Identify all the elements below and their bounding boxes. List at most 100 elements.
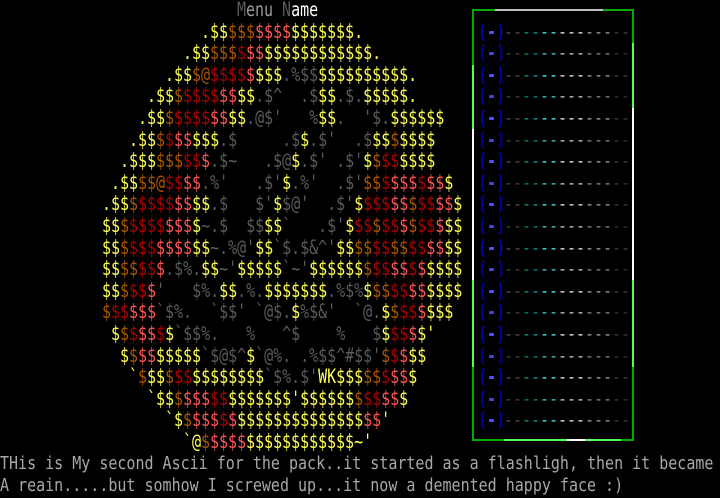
bar-dash: - <box>612 87 622 106</box>
bar-dash: - <box>540 22 550 41</box>
bar-dash: - <box>558 389 568 408</box>
menu-item[interactable]: (-) -------------- <box>478 257 630 281</box>
menu-item[interactable]: (-) -------------- <box>478 322 630 346</box>
menu-item[interactable]: (-) -------------- <box>478 278 630 302</box>
art-segment: $ <box>129 343 139 367</box>
menu-item-bar: -------------- <box>504 216 630 238</box>
bar-dash: - <box>594 195 604 214</box>
bar-dash: - <box>576 195 586 214</box>
menu-item[interactable]: (-) -------------- <box>478 41 630 65</box>
menu-item[interactable]: (-) -------------- <box>478 214 630 238</box>
art-segment: $$$ <box>129 300 157 324</box>
art-segment: $ <box>363 257 373 281</box>
art-segment: $ <box>435 214 445 238</box>
art-segment: $ <box>129 322 139 346</box>
bar-dash: - <box>576 260 586 279</box>
art-segment: $ <box>129 192 139 216</box>
panel-border <box>472 280 474 367</box>
art-segment: .%. <box>237 279 265 303</box>
bar-dash: - <box>612 303 622 322</box>
art-segment: $$@ <box>138 171 166 195</box>
bar-dash: - <box>540 44 550 63</box>
art-segment: ` <box>129 365 139 389</box>
bar-dash: - <box>567 346 577 365</box>
menu-item[interactable]: (-) -------------- <box>478 192 630 216</box>
art-segment: ~.%@' <box>210 235 256 259</box>
art-row: .$$$$$$$$$$$.$ $'$$@' .$'$$$$$$$$$$$$ <box>102 191 462 219</box>
art-segment: $ <box>345 214 355 238</box>
bar-dash: - <box>549 65 559 84</box>
art-segment: ame <box>291 0 319 22</box>
menu-item[interactable]: (-) -------------- <box>478 62 630 86</box>
art-segment: $ <box>120 322 130 346</box>
menu-item[interactable]: (-) -------------- <box>478 408 630 432</box>
menu-item[interactable]: (-) -------------- <box>478 127 630 151</box>
art-segment: $$ <box>354 235 373 259</box>
bar-dash: - <box>504 238 514 257</box>
art-segment: .$' <box>336 149 364 173</box>
bar-dash: - <box>531 130 541 149</box>
menu-item[interactable]: (-) -------------- <box>478 19 630 43</box>
art-segment: $$$$ <box>129 214 166 238</box>
art-segment: .%$% <box>327 279 364 303</box>
menu-item-marker: (-) <box>478 83 506 109</box>
menu-item-marker: (-) <box>478 407 506 433</box>
bar-dash: - <box>513 22 523 41</box>
art-segment: $ <box>156 322 166 346</box>
bar-dash: - <box>549 109 559 127</box>
art-segment: $$ <box>102 279 121 303</box>
bar-dash: - <box>522 109 532 127</box>
menu-item[interactable]: (-) -------------- <box>478 235 630 259</box>
menu-item[interactable]: (-) -------------- <box>478 84 630 108</box>
bar-dash: - <box>531 22 541 41</box>
menu-item-bar: -------------- <box>504 22 630 44</box>
menu-item-bar: -------------- <box>504 259 630 281</box>
bar-dash: - <box>540 130 550 149</box>
menu-item[interactable]: (-) -------------- <box>478 300 630 324</box>
bar-dash: - <box>567 389 577 408</box>
menu-item[interactable]: (-) -------------- <box>478 170 630 194</box>
art-segment: $$$$$$$$ <box>192 365 265 389</box>
art-segment: .$$ <box>165 63 193 87</box>
menu-item[interactable]: (-) -------------- <box>478 386 630 410</box>
art-segment: $ <box>237 41 247 65</box>
bar-dash: - <box>504 325 514 343</box>
menu-item[interactable]: (-) -------------- <box>478 106 630 130</box>
art-segment: .$$ <box>183 41 211 65</box>
bar-dash: - <box>513 281 523 300</box>
art-segment: $ <box>174 387 184 411</box>
menu-item-marker: (-) <box>478 321 506 346</box>
bar-dash: - <box>549 346 559 365</box>
bar-dash: - <box>513 411 523 430</box>
menu-item[interactable]: (-) -------------- <box>478 343 630 367</box>
bar-dash: - <box>585 346 595 365</box>
bar-dash: - <box>576 217 586 235</box>
bar-dash: - <box>621 173 631 192</box>
bar-dash: - <box>603 195 613 214</box>
art-segment: $ <box>120 235 130 259</box>
panel-border <box>472 367 474 441</box>
art-row: $$$$$$$.$%.$$~'$$$$$`~'$$$$$$$$$$$$$$$$$ <box>102 256 462 284</box>
art-row: `@$$$$$$$$$$$$$$$$$~' <box>183 429 372 457</box>
art-segment: $ <box>291 300 301 324</box>
panel-border <box>632 108 634 280</box>
menu-title: Menu Name <box>237 0 318 25</box>
bar-dash: - <box>603 389 613 408</box>
art-segment: $$$$$$$ <box>264 279 328 303</box>
bar-dash: - <box>594 152 604 171</box>
menu-item[interactable]: (-) -------------- <box>478 149 630 173</box>
menu-item-bar: -------------- <box>504 86 630 108</box>
art-segment: $$ <box>363 171 382 195</box>
bar-dash: - <box>522 87 532 106</box>
art-segment: $$$$ <box>138 192 175 216</box>
bar-dash: - <box>594 130 604 149</box>
art-segment: .$%. <box>165 257 202 281</box>
bar-dash: - <box>567 368 577 387</box>
menu-item-marker: (-) <box>478 256 506 282</box>
menu-item[interactable]: (-) -------------- <box>478 365 630 389</box>
art-segment: $$$$ <box>210 430 247 454</box>
menu-item-bar: -------------- <box>504 173 630 195</box>
art-row: `$$$$$$$$$$$$$$`$%.$'WK$$$$$$$$$ <box>129 364 417 392</box>
bar-dash: - <box>621 44 631 63</box>
bar-dash: - <box>585 173 595 192</box>
